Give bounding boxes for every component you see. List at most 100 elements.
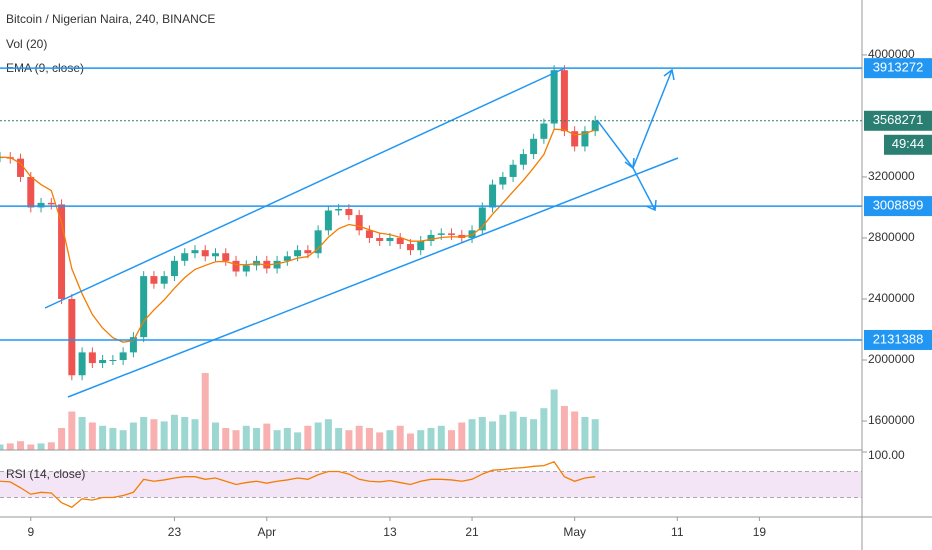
candle-body [109,360,117,361]
level-label: 2131388 [873,331,924,346]
volume-bar [88,422,96,450]
candle-body [376,237,384,242]
arrow-path [632,167,656,211]
volume-bar [489,421,497,450]
volume-bar [242,425,250,450]
candle-body [181,253,189,261]
candle-body [406,244,414,251]
volume-bar [253,428,261,450]
volume-bar [499,414,507,450]
candle-body [273,260,281,269]
rsi-band [0,471,862,498]
volume-bar [335,428,343,450]
volume-bar [68,411,76,450]
candle-body [478,207,486,231]
chart-title: Bitcoin / Nigerian Naira, 240, BINANCE [6,12,215,26]
plot [0,65,599,450]
y-tick-label: 2400000 [868,291,915,305]
volume-bar [314,422,322,450]
candle-body [499,176,507,185]
volume-bar [519,417,527,450]
volume-bar [78,417,86,450]
volume-bar [458,422,466,450]
candle-body [283,256,291,261]
volume-bar [427,428,435,450]
x-tick-label: 23 [168,525,182,539]
volume-bar [376,432,384,450]
volume-bar [478,417,486,450]
candle-body [386,237,394,242]
candle-body [119,352,127,360]
candle-body [304,250,312,254]
candle-body [47,202,55,205]
x-tick-label: Apr [257,525,276,539]
y-tick-label: 2800000 [868,230,915,244]
y-tick-label: 3200000 [868,169,915,183]
last-price-box [864,110,932,131]
volume-bar [591,419,599,450]
candle-body [396,237,404,245]
x-tick-label: 21 [465,525,479,539]
candle-body [581,131,589,147]
candle-body [550,70,558,124]
volume-bar [345,430,353,450]
volume-bar [212,422,219,450]
volume-bar [37,443,45,450]
level-label-box [864,329,932,350]
candle-body [560,70,568,132]
volume-bar [47,442,55,450]
volume-bar [129,422,137,450]
candle-body [160,276,168,284]
level-label-box [864,196,932,217]
volume-bar [109,428,117,450]
candle-body [191,250,199,254]
candle-body [345,208,353,216]
candle-body [212,253,219,257]
countdown-box [884,134,932,155]
y-tick-label: 4000000 [868,47,915,61]
x-tick-label: 11 [671,525,684,539]
volume-bar [365,428,373,450]
volume-bar [540,408,548,450]
candle-body [170,260,178,277]
x-tick-label: 13 [383,525,397,539]
arrow-path [632,69,673,169]
volume-bar [386,430,394,450]
rsi-legend: RSI (14, close) [6,467,85,481]
candle-body [335,208,343,211]
last-price-label: 3568271 [873,112,924,127]
volume-bar [201,373,209,450]
volume-bar [468,419,476,450]
candle-body [437,233,445,235]
rsi-line [0,460,596,509]
candle-body [365,230,373,238]
x-tick-label: 19 [753,525,767,539]
candle-body [222,253,230,261]
arrow-head [645,199,657,212]
x-tick-label: 9 [27,525,34,539]
candle-body [489,184,497,208]
volume-legend: Vol (20) [6,37,47,51]
volume-bar [294,432,302,450]
level-label-box [864,58,932,79]
candle-body [232,260,240,272]
volume-bar [27,444,35,450]
volume-bar [550,389,558,450]
candle-body [530,138,538,155]
candle-body [17,158,25,177]
volume-bar [355,425,363,450]
channel-lower [67,157,679,398]
volume-bar [150,419,158,450]
volume-bar [0,444,4,450]
volume-bar [191,419,199,450]
candle-body [37,202,45,208]
rsi-panel [0,460,862,509]
countdown: 49:44 [892,136,925,151]
candle-body [201,250,209,257]
arrow-head [663,68,675,81]
candle-body [427,234,435,242]
volume-bar [581,417,589,450]
rsi-tick-label: 100.00 [868,448,905,462]
candle-body [519,154,527,165]
